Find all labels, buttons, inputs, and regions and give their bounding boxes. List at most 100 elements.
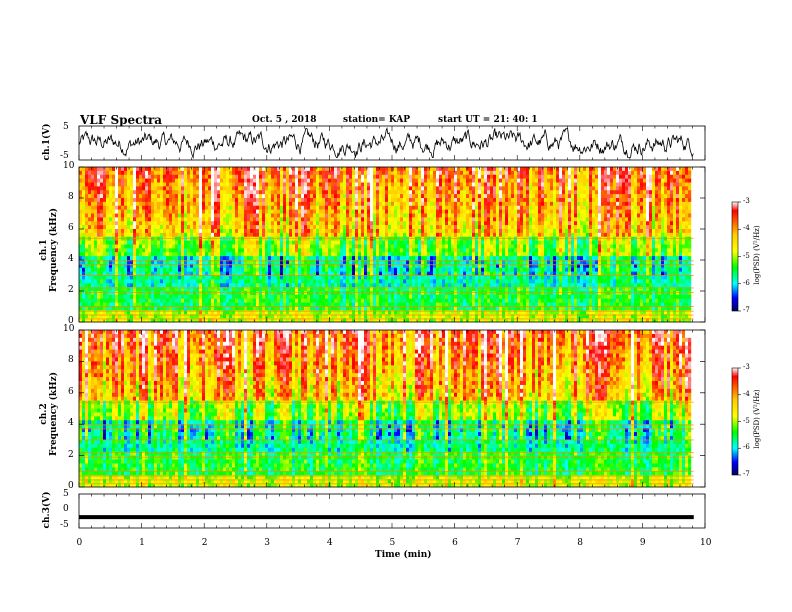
spectrogram-cell [601,174,605,179]
spectrogram-cell [352,182,356,187]
spectrogram-cell [241,186,245,191]
spectrogram-cell [91,194,95,199]
spectrogram-cell [121,213,125,218]
spectrogram-cell [199,229,203,234]
spectrogram-cell [574,194,578,199]
spectrogram-cell [148,256,152,261]
spectrogram-cell [421,174,425,179]
spectrogram-cell [235,225,239,230]
spectrogram-cell [199,232,203,238]
spectrogram-cell [115,194,119,199]
spectrogram-cell [412,236,416,241]
spectrogram-cell [376,178,380,183]
spectrogram-cell [373,182,377,187]
spectrogram-cell [634,194,638,199]
spectrogram-cell [382,225,386,230]
spectrogram-cell [502,232,506,238]
spectrogram-cell [640,186,644,191]
spectrogram-cell [481,198,485,203]
spectrogram-cell [349,198,353,203]
spectrogram-cell [577,198,581,203]
spectrogram-cell [250,225,254,230]
spectrogram-cell [202,209,206,214]
spectrogram-cell [550,174,554,179]
spectrogram-cell [388,248,392,253]
spectrogram-cell [178,182,182,187]
spectrogram-cell [514,201,518,207]
spectrogram-cell [226,194,230,199]
spectrogram-cell [670,182,674,187]
spectrogram-cell [514,232,518,238]
spectrogram-cell [193,178,197,183]
spectrogram-cell [655,205,659,210]
spectrogram-cell [658,256,662,261]
spectrogram-cell [184,190,188,195]
spectrogram-cell [460,244,464,249]
spectrogram-cell [502,240,506,245]
spectrogram-cell [127,178,131,183]
spectrogram-cell [586,213,590,218]
spectrogram-cell [184,194,188,199]
spectrogram-cell [151,201,155,207]
spectrogram-cell [499,190,503,195]
spectrogram-cell [325,232,329,238]
spectrogram-cell [448,221,452,226]
spectrogram-cell [154,186,158,191]
spectrogram-cell [82,236,86,241]
spectrogram-cell [160,190,164,195]
spectrogram-cell [391,256,395,261]
spectrogram-cell [337,174,341,179]
spectrogram-cell [493,232,497,238]
spectrogram-cell [631,174,635,179]
spectrogram-cell [517,174,521,179]
spectrogram-cell [283,167,287,172]
spectrogram-cell [166,178,170,183]
spectrogram-cell [373,178,377,183]
spectrogram-cell [352,213,356,218]
spectrogram-cell [316,229,320,234]
spectrogram-cell [529,217,533,222]
spectrogram-cell [262,209,266,214]
spectrogram-cell [163,248,167,253]
spectrogram-cell [664,174,668,179]
spectrogram-cell [562,198,566,203]
spectrogram-cell [562,225,566,230]
spectrogram-cell [463,194,467,199]
spectrogram-cell [112,229,116,234]
spectrogram-cell [457,167,461,172]
spectrogram-cell [253,186,257,191]
spectrogram-cell [367,221,371,226]
spectrogram-cell [403,217,407,222]
spectrogram-cell [322,244,326,249]
spectrogram-cell [673,244,677,249]
spectrogram-cell [526,213,530,218]
spectrogram-cell [544,205,548,210]
spectrogram-cell [163,221,167,226]
spectrogram-cell [358,240,362,245]
spectrogram-cell [241,190,245,195]
spectrogram-cell [190,229,194,234]
spectrogram-cell [184,217,188,222]
spectrogram-cell [130,182,134,187]
spectrogram-cell [334,217,338,222]
spectrogram-cell [166,190,170,195]
spectrogram-cell [430,221,434,226]
spectrogram-cell [124,256,128,261]
spectrogram-cell [112,178,116,183]
spectrogram-cell [613,174,617,179]
spectrogram-cell [445,205,449,210]
spectrogram-cell [151,167,155,172]
spectrogram-cell [118,252,122,257]
spectrogram-cell [619,221,623,226]
spectrogram-cell [199,225,203,230]
spectrogram-cell [367,244,371,249]
spectrogram-cell [670,190,674,195]
spectrogram-cell [463,213,467,218]
spectrogram-cell [430,178,434,183]
spectrogram-cell [502,256,506,261]
spectrogram-cell [676,198,680,203]
spectrogram-cell [250,209,254,214]
spectrogram-cell [397,182,401,187]
spectrogram-cell [349,194,353,199]
spectrogram-cell [328,170,332,176]
